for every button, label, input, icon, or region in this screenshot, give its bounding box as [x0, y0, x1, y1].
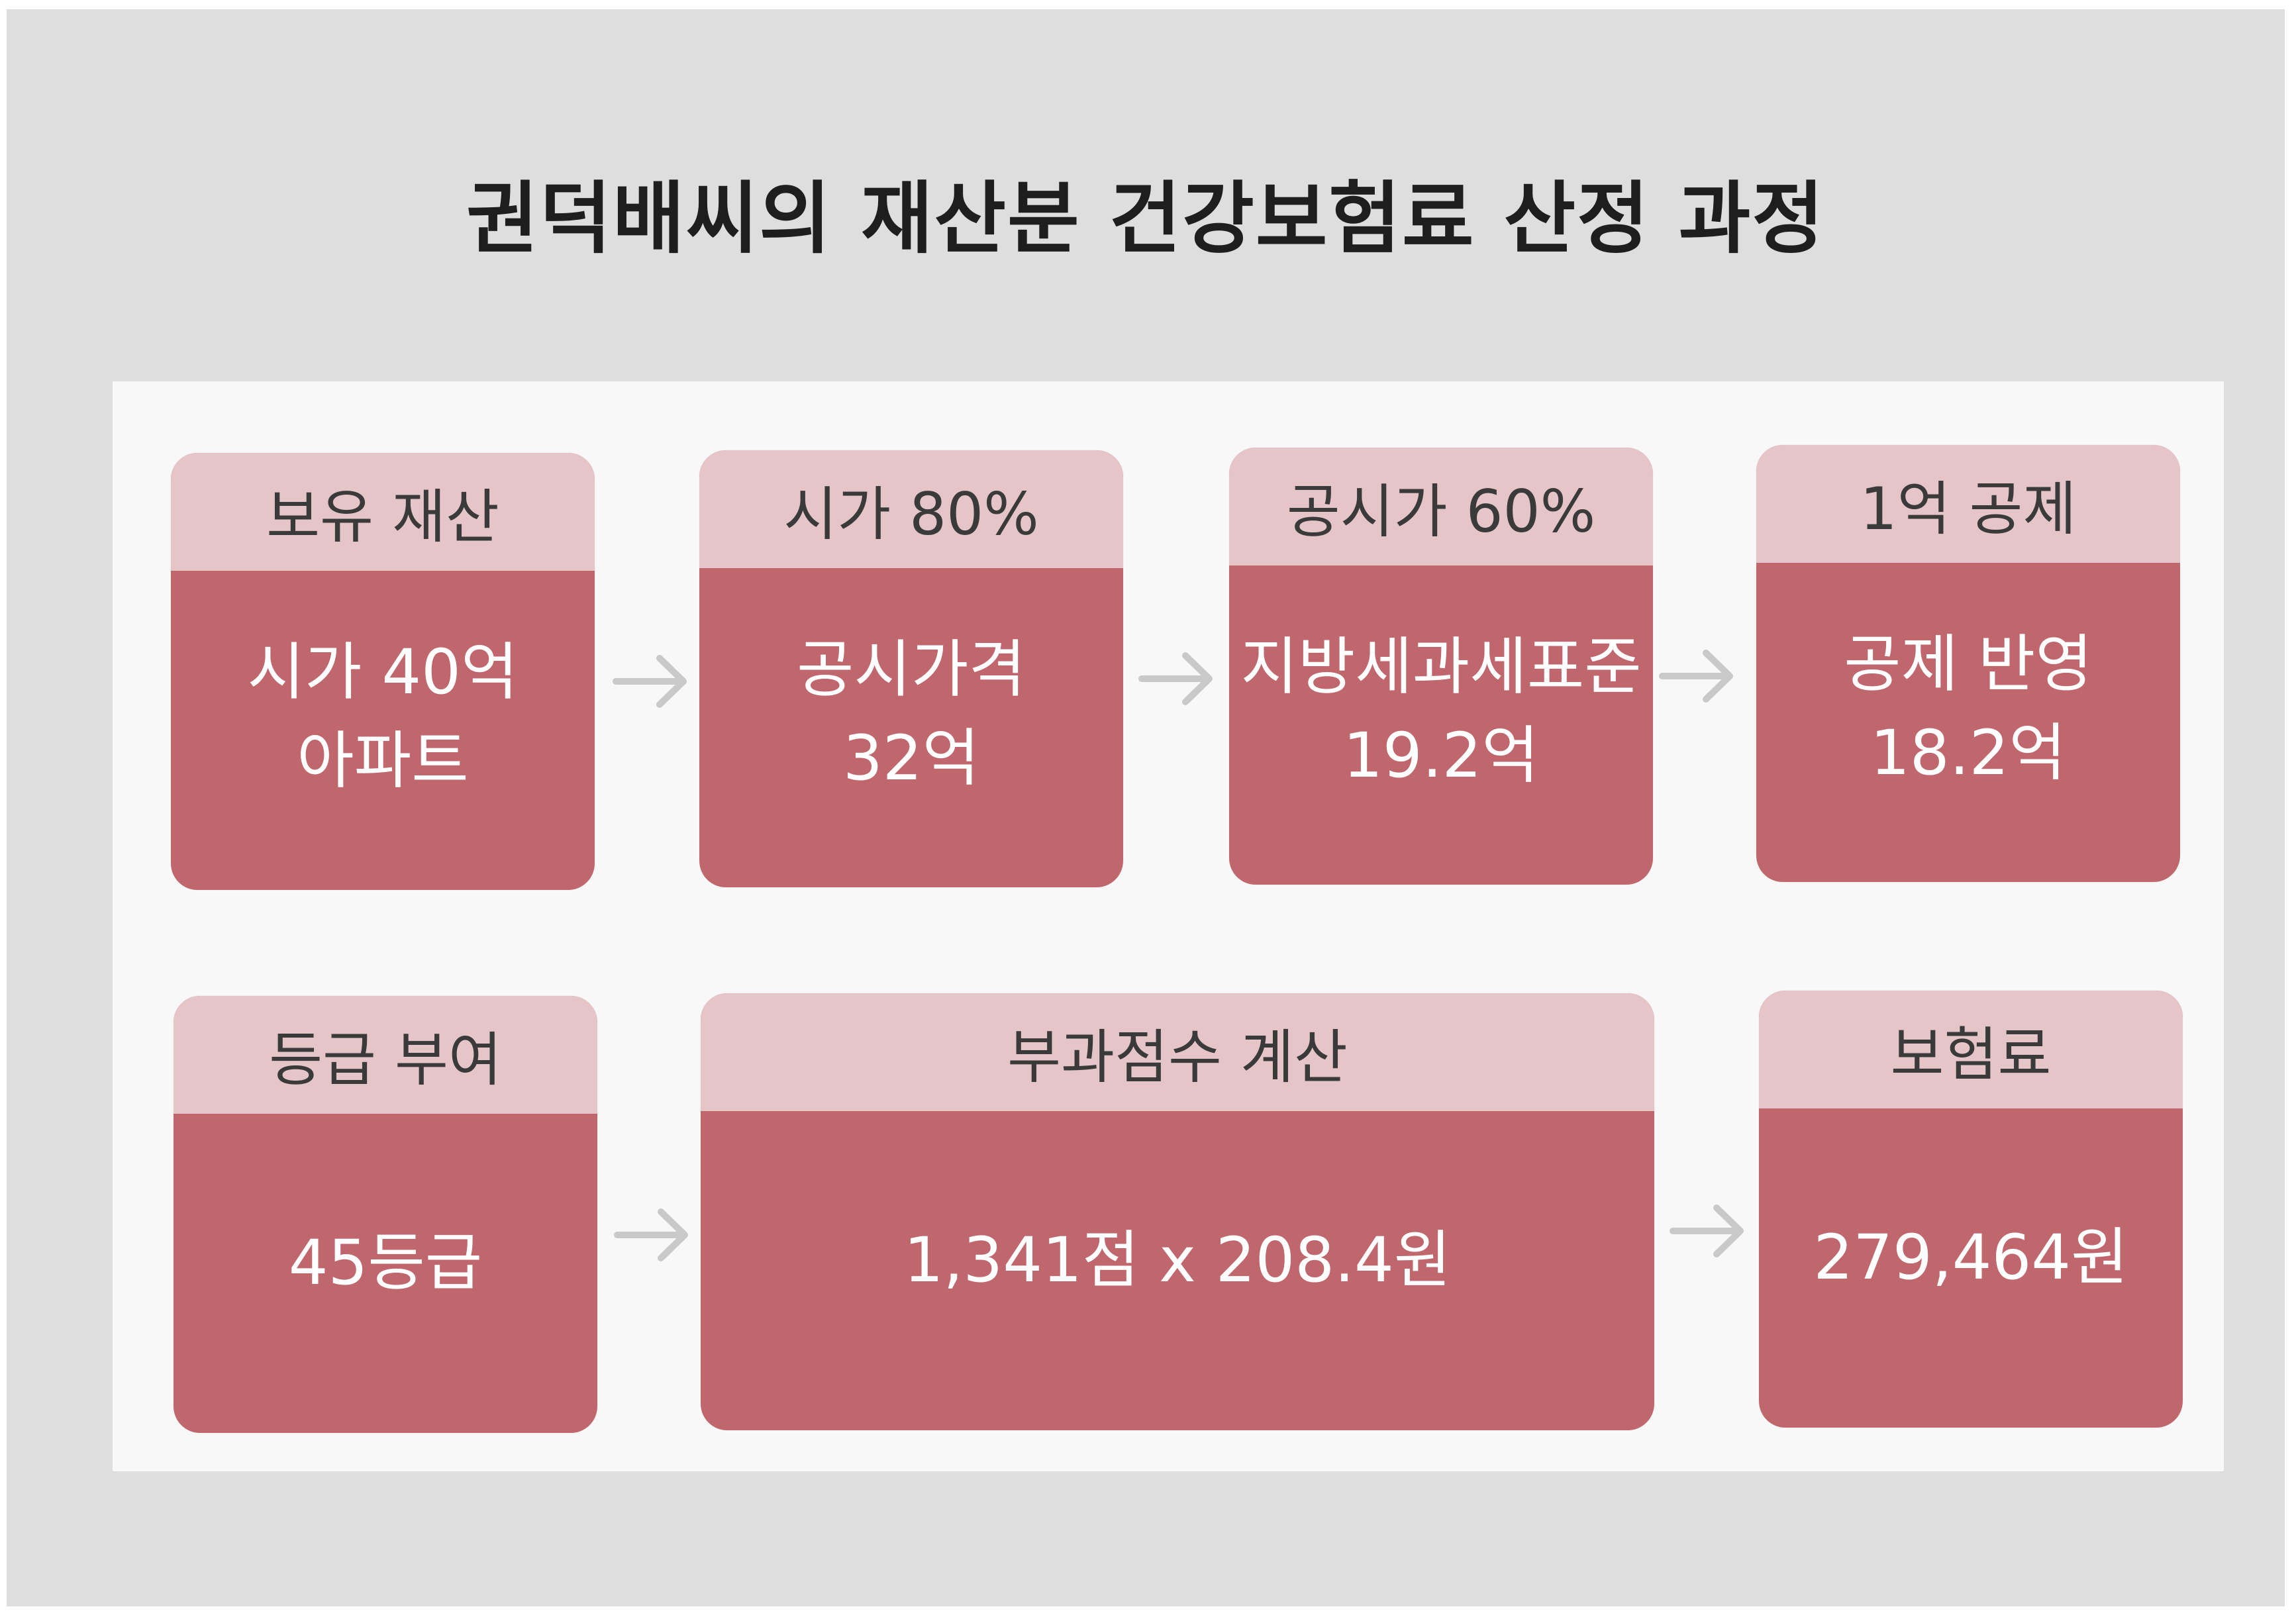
- arrow-right-icon: [1670, 1204, 1744, 1257]
- step-value-line2: 아파트: [297, 725, 469, 797]
- flow-panel: 보유 재산 시가 40억 아파트 시가 80% 공시가격 32억 공시가 60%…: [113, 381, 2224, 1471]
- arrow-right-icon: [1659, 650, 1733, 703]
- step-value-line1: 279,464원: [1813, 1222, 2128, 1294]
- step-header: 보유 재산: [171, 453, 595, 571]
- arrow-right-icon: [613, 655, 687, 708]
- step-box-premium: 보험료 279,464원: [1759, 991, 2183, 1428]
- step-header: 공시가 60%: [1229, 448, 1653, 565]
- step-value-line1: 지방세과세표준: [1240, 631, 1642, 703]
- step-box-grade: 등급 부여 45등급: [174, 996, 597, 1433]
- arrow-right-icon: [1138, 652, 1213, 705]
- step-box-owned-asset: 보유 재산 시가 40억 아파트: [171, 453, 595, 890]
- step-value-line1: 공제 반영: [1844, 628, 2093, 701]
- step-value-line2: 32억: [842, 722, 980, 795]
- step-body: 지방세과세표준 19.2억: [1229, 565, 1653, 885]
- step-body: 공제 반영 18.2억: [1756, 563, 2180, 882]
- step-body: 45등급: [174, 1114, 597, 1433]
- step-value-line1: 45등급: [288, 1227, 483, 1299]
- step-body: 공시가격 32억: [699, 568, 1123, 887]
- step-box-deduction: 1억 공제 공제 반영 18.2억: [1756, 445, 2180, 882]
- step-value-line1: 1,341점 x 208.4원: [903, 1224, 1452, 1297]
- arrow-right-icon: [614, 1208, 688, 1261]
- step-header: 보험료: [1759, 991, 2183, 1108]
- step-header: 1억 공제: [1756, 445, 2180, 563]
- step-box-market-80: 시가 80% 공시가격 32억: [699, 450, 1123, 887]
- step-box-official-60: 공시가 60% 지방세과세표준 19.2억: [1229, 448, 1653, 885]
- infographic-frame: 권덕배씨의 재산분 건강보험료 산정 과정 보유 재산 시가 40억 아파트 시…: [7, 9, 2285, 1606]
- step-value-line2: 19.2억: [1343, 720, 1539, 792]
- step-header: 등급 부여: [174, 996, 597, 1114]
- step-value-line1: 공시가격: [797, 634, 1026, 706]
- step-body: 279,464원: [1759, 1108, 2183, 1428]
- step-body: 시가 40억 아파트: [171, 571, 595, 890]
- step-header: 부과점수 계산: [701, 993, 1654, 1111]
- step-box-score-calc: 부과점수 계산 1,341점 x 208.4원: [701, 993, 1654, 1430]
- page-title: 권덕배씨의 재산분 건강보험료 산정 과정: [466, 173, 1825, 264]
- step-body: 1,341점 x 208.4원: [701, 1111, 1654, 1430]
- step-value-line1: 시가 40억: [247, 636, 519, 709]
- step-header: 시가 80%: [699, 450, 1123, 568]
- step-value-line2: 18.2억: [1870, 717, 2066, 789]
